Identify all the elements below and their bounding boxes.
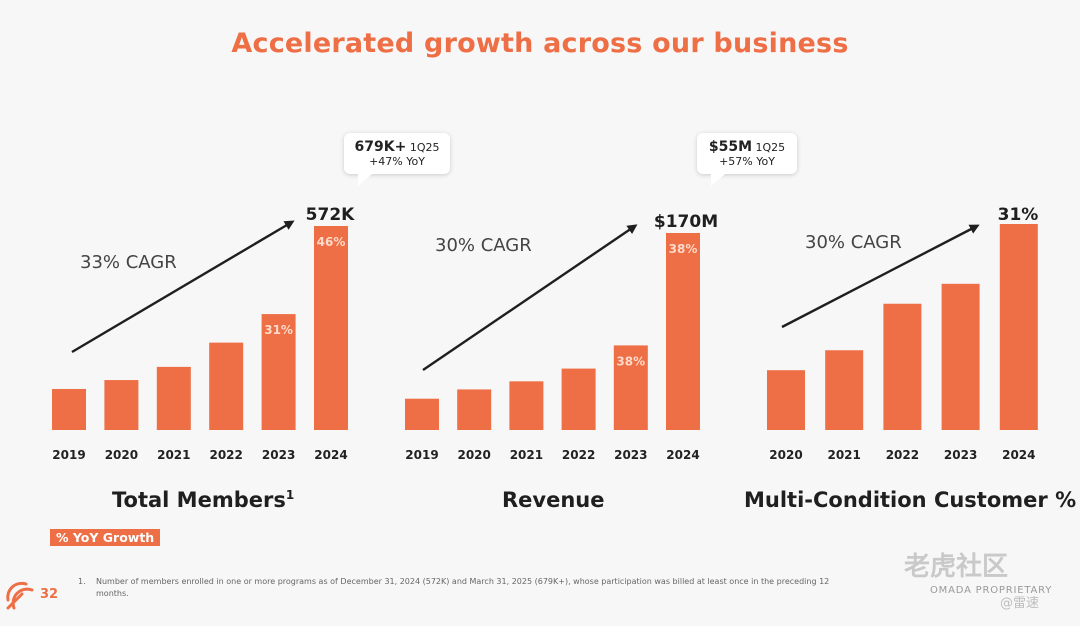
tick-label-1-2019: 2019 (405, 448, 438, 462)
bar-label-1-2023: 38% (616, 354, 645, 368)
bar-2-2023 (941, 283, 980, 430)
bar-0-2021 (156, 366, 191, 430)
bar-label-0-2024: 46% (317, 235, 346, 249)
tick-label-2-2024: 2024 (1002, 448, 1035, 462)
trend-arrow-2 (781, 224, 980, 329)
callout-revenue-period: 1Q25 (755, 141, 786, 154)
trend-arrow-0 (71, 220, 295, 354)
tick-label-0-2024: 2024 (314, 448, 347, 462)
callout-members-period: 1Q25 (409, 141, 440, 154)
callout-revenue-1q25: $55M 1Q25 +57% YoY (697, 133, 797, 186)
bar-0-2024 (314, 226, 348, 430)
callout-revenue-value: $55M (708, 139, 752, 155)
end-value-label-0: 572K (306, 205, 355, 225)
tick-label-2-2021: 2021 (827, 448, 860, 462)
tick-label-2-2020: 2020 (769, 448, 802, 462)
cagr-label-2: 30% CAGR (805, 232, 902, 253)
bar-0-2020 (104, 380, 139, 430)
trend-arrow-1 (422, 224, 638, 371)
tick-label-0-2022: 2022 (209, 448, 242, 462)
callout-members-value: 679K+ (354, 139, 407, 155)
tick-label-0-2020: 2020 (105, 448, 138, 462)
bar-0-2023 (261, 314, 296, 430)
callout-members-growth: +47% YoY (369, 155, 425, 168)
proprietary-label: OMADA PROPRIETARY (930, 585, 1053, 596)
watermark-text: 老虎社区 (904, 552, 1009, 582)
bar-0-2019 (52, 388, 86, 430)
chart-title-total-members: Total Members1 (112, 488, 294, 512)
tick-label-0-2023: 2023 (262, 448, 295, 462)
footnote-superscript: 1 (285, 488, 295, 502)
callout-revenue-growth: +57% YoY (719, 155, 775, 168)
end-value-label-2: 31% (998, 205, 1039, 225)
bar-1-2021 (509, 381, 544, 430)
tick-label-1-2023: 2023 (614, 448, 647, 462)
bar-label-0-2023: 31% (264, 323, 293, 337)
bar-2-2022 (883, 303, 922, 430)
cagr-label-0: 33% CAGR (80, 252, 177, 273)
cagr-label-1: 30% CAGR (435, 235, 532, 256)
bar-2-2020 (767, 370, 805, 430)
bar-1-2019 (405, 398, 439, 430)
tick-label-0-2021: 2021 (157, 448, 190, 462)
tick-label-1-2021: 2021 (510, 448, 543, 462)
footnote-number: 1. (78, 577, 86, 586)
slide-title: Accelerated growth across our business (231, 28, 849, 59)
tick-label-1-2022: 2022 (562, 448, 595, 462)
end-value-label-1: $170M (654, 212, 718, 232)
bar-2-2021 (825, 350, 864, 430)
tick-label-2-2023: 2023 (944, 448, 977, 462)
bar-1-2020 (457, 389, 492, 430)
bar-2-2024 (999, 224, 1038, 430)
chart-title-total-members-text: Total Members (112, 488, 286, 512)
omada-logo-icon (6, 581, 34, 610)
tick-label-2-2022: 2022 (886, 448, 919, 462)
footnote-text: Number of members enrolled in one or mor… (96, 577, 830, 598)
callout-members-1q25: 679K+ 1Q25 +47% YoY (344, 133, 450, 186)
bar-0-2022 (209, 342, 244, 430)
tick-label-1-2020: 2020 (457, 448, 490, 462)
bar-1-2022 (561, 368, 596, 430)
chart-title-revenue: Revenue (502, 488, 605, 512)
bar-1-2023 (613, 345, 648, 430)
chart-title-multi-condition: Multi-Condition Customer % (744, 488, 1077, 512)
footnote: 1. Number of members enrolled in one or … (78, 576, 838, 600)
bar-label-1-2024: 38% (669, 242, 698, 256)
tick-label-0-2019: 2019 (52, 448, 85, 462)
page-number: 32 (40, 587, 59, 602)
tick-label-1-2024: 2024 (666, 448, 699, 462)
watermark-handle: @雷速 (1000, 596, 1040, 611)
bar-1-2024 (666, 233, 700, 430)
legend-yoy-growth: % YoY Growth (50, 529, 161, 546)
